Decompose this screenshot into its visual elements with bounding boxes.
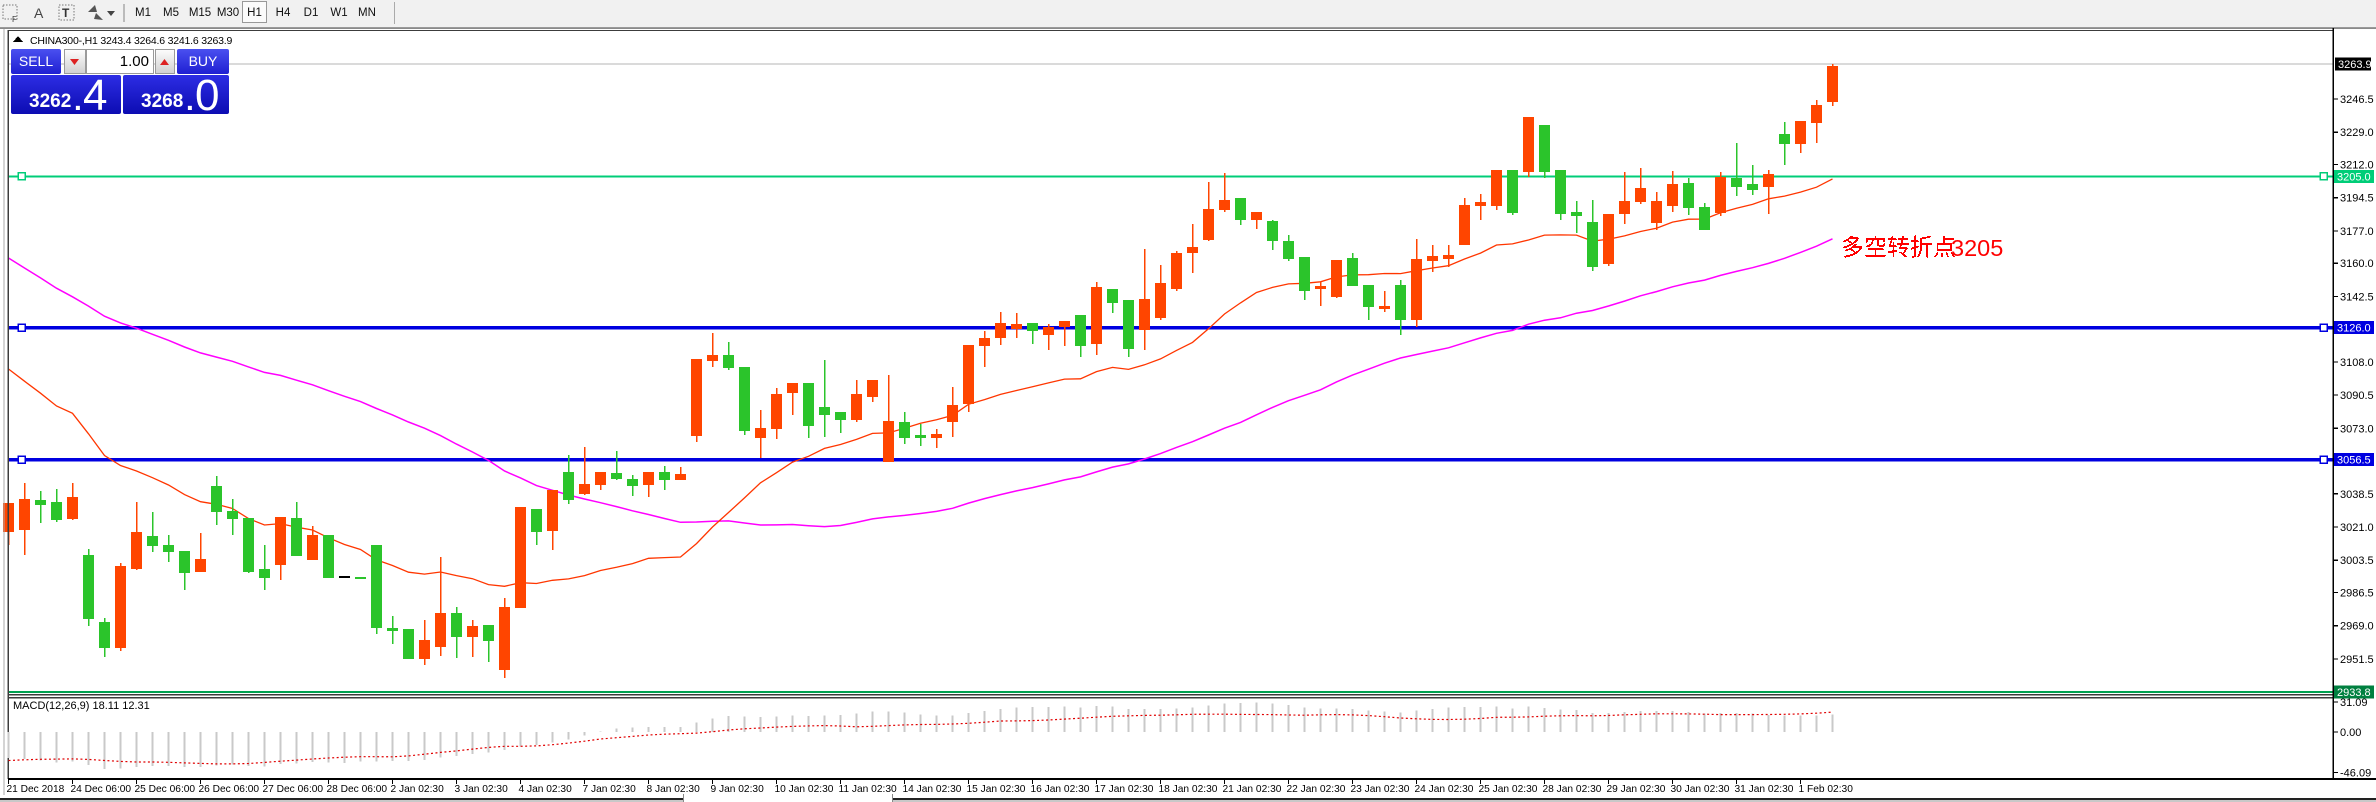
svg-text:28 Jan 02:30: 28 Jan 02:30 xyxy=(1543,784,1602,795)
svg-text:2986.5: 2986.5 xyxy=(2340,588,2374,600)
svg-text:3160.0: 3160.0 xyxy=(2340,258,2374,270)
svg-text:27 Dec 06:00: 27 Dec 06:00 xyxy=(263,784,324,795)
svg-text:11 Jan 02:30: 11 Jan 02:30 xyxy=(839,784,897,795)
svg-text:3090.5: 3090.5 xyxy=(2340,390,2374,402)
svg-text:3003.5: 3003.5 xyxy=(2340,555,2374,567)
svg-text:0.00: 0.00 xyxy=(2340,727,2361,739)
svg-text:24 Dec 06:00: 24 Dec 06:00 xyxy=(71,784,132,795)
svg-text:3021.0: 3021.0 xyxy=(2340,522,2374,534)
svg-text:28 Dec 06:00: 28 Dec 06:00 xyxy=(327,784,388,795)
svg-text:25 Jan 02:30: 25 Jan 02:30 xyxy=(1479,784,1538,795)
svg-text:A: A xyxy=(34,5,44,21)
svg-text:3229.0: 3229.0 xyxy=(2340,127,2374,139)
svg-text:4 Jan 02:30: 4 Jan 02:30 xyxy=(519,784,573,795)
svg-text:7 Jan 02:30: 7 Jan 02:30 xyxy=(583,784,637,795)
svg-text:17 Jan 02:30: 17 Jan 02:30 xyxy=(1095,784,1154,795)
svg-text:24 Jan 02:30: 24 Jan 02:30 xyxy=(1415,784,1474,795)
svg-text:26 Dec 06:00: 26 Dec 06:00 xyxy=(199,784,260,795)
svg-text:CHINA300-,H1 3243.4 3264.6 32: CHINA300-,H1 3243.4 3264.6 3241.6 3263.9 xyxy=(30,35,233,47)
svg-text:3263.9: 3263.9 xyxy=(2338,59,2372,71)
svg-text:14 Jan 02:30: 14 Jan 02:30 xyxy=(903,784,962,795)
svg-text:3126.0: 3126.0 xyxy=(2337,323,2371,335)
svg-text:22 Jan 02:30: 22 Jan 02:30 xyxy=(1287,784,1346,795)
svg-text:3205.0: 3205.0 xyxy=(2337,171,2371,183)
svg-text:31 Jan 02:30: 31 Jan 02:30 xyxy=(1735,784,1794,795)
svg-text:MACD(12,26,9) 18.11 12.31: MACD(12,26,9) 18.11 12.31 xyxy=(13,700,150,712)
svg-text:T: T xyxy=(62,6,70,20)
svg-text:3177.0: 3177.0 xyxy=(2340,226,2374,238)
svg-text:F: F xyxy=(12,15,17,24)
svg-text:29 Jan 02:30: 29 Jan 02:30 xyxy=(1607,784,1666,795)
svg-text:23 Jan 02:30: 23 Jan 02:30 xyxy=(1351,784,1410,795)
svg-text:3108.0: 3108.0 xyxy=(2340,357,2374,369)
svg-text:1 Feb 02:30: 1 Feb 02:30 xyxy=(1799,784,1854,795)
svg-text:10 Jan 02:30: 10 Jan 02:30 xyxy=(775,784,834,795)
svg-text:-46.09: -46.09 xyxy=(2340,768,2371,780)
svg-text:2933.8: 2933.8 xyxy=(2337,687,2371,699)
svg-text:30 Jan 02:30: 30 Jan 02:30 xyxy=(1671,784,1730,795)
svg-text:31.09: 31.09 xyxy=(2340,697,2368,709)
svg-text:3246.5: 3246.5 xyxy=(2340,94,2374,106)
svg-text:2951.5: 2951.5 xyxy=(2340,654,2374,666)
svg-text:3056.5: 3056.5 xyxy=(2337,455,2371,467)
svg-text:9 Jan 02:30: 9 Jan 02:30 xyxy=(711,784,765,795)
svg-text:3212.0: 3212.0 xyxy=(2340,160,2374,172)
svg-text:16 Jan 02:30: 16 Jan 02:30 xyxy=(1031,784,1090,795)
svg-text:15 Jan 02:30: 15 Jan 02:30 xyxy=(967,784,1026,795)
svg-text:21 Dec 2018: 21 Dec 2018 xyxy=(7,784,65,795)
svg-text:21 Jan 02:30: 21 Jan 02:30 xyxy=(1223,784,1282,795)
svg-text:3073.0: 3073.0 xyxy=(2340,423,2374,435)
svg-text:8 Jan 02:30: 8 Jan 02:30 xyxy=(647,784,701,795)
svg-text:3142.5: 3142.5 xyxy=(2340,291,2374,303)
svg-text:2969.0: 2969.0 xyxy=(2340,621,2374,633)
svg-text:2 Jan 02:30: 2 Jan 02:30 xyxy=(391,784,445,795)
svg-text:18 Jan 02:30: 18 Jan 02:30 xyxy=(1159,784,1218,795)
svg-text:3038.5: 3038.5 xyxy=(2340,489,2374,501)
svg-text:3 Jan 02:30: 3 Jan 02:30 xyxy=(455,784,509,795)
svg-text:3194.5: 3194.5 xyxy=(2340,193,2374,205)
svg-text:25 Dec 06:00: 25 Dec 06:00 xyxy=(135,784,196,795)
